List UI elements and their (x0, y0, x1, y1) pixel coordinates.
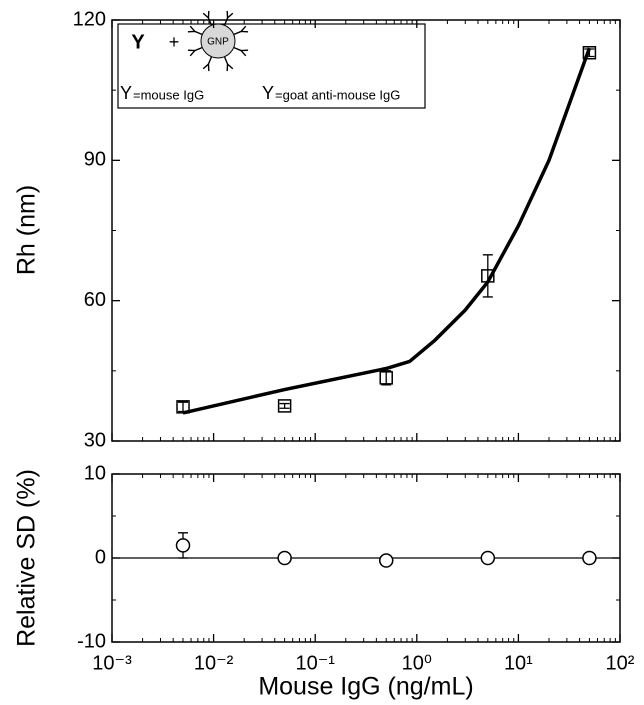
antibody-arm (227, 12, 234, 19)
data-point (277, 399, 292, 413)
error-bar (178, 401, 189, 413)
gnp-particle (200, 23, 236, 59)
inset: Y + GNP Y =mouse IgG Y =goat anti-mouse … (117, 10, 426, 109)
antibody-arm (189, 25, 196, 32)
antibody-stem (223, 17, 229, 26)
x-axis-label: Mouse IgG (ng/mL) (258, 673, 473, 701)
legend-symbol: Y (262, 83, 274, 103)
y-axis-label: Relative SD (%) (13, 469, 41, 647)
x-tick-label: 10⁻² (194, 652, 234, 674)
data-point (481, 269, 495, 283)
data-point (582, 45, 597, 60)
y-tick-label: -10 (77, 630, 106, 652)
y-tick-label: 90 (84, 149, 106, 171)
antibody-stem (194, 46, 203, 52)
x-tick-label: 10⁰ (402, 652, 432, 674)
error-bar (584, 48, 595, 58)
antibody-arm (202, 63, 209, 70)
y-tick-label: 10 (84, 462, 106, 484)
x-tick-label: 10⁻³ (92, 652, 132, 674)
y-tick-label: 120 (73, 8, 106, 30)
antibody-stem (207, 17, 213, 26)
antibody-arm (202, 12, 209, 19)
plus-sign: + (169, 32, 180, 52)
error-bar (482, 254, 493, 298)
data-point (175, 538, 191, 553)
error-bar (381, 370, 392, 386)
gnp-drawing (187, 10, 249, 72)
antibody-stem (223, 56, 229, 65)
y-axis-label: Rh (nm) (13, 185, 41, 275)
antibody-arm (240, 25, 247, 32)
legend-symbol: Y (120, 83, 132, 103)
gnp-label: GNP (207, 37, 229, 48)
antibody-arm (227, 63, 234, 70)
antibody-stem (233, 30, 242, 36)
data-point (176, 400, 190, 414)
x-tick-label: 10² (606, 652, 635, 674)
antibody-stem (207, 56, 213, 65)
y-tick-label: 60 (84, 289, 106, 311)
antibody-symbol: Y (131, 31, 145, 53)
data-point (582, 550, 597, 566)
x-tick-label: 10⁻¹ (295, 652, 335, 674)
data-point (480, 550, 496, 566)
antibody-arm (240, 50, 247, 57)
antibody-stem (233, 46, 242, 52)
legend-label: =goat anti-mouse IgG (275, 87, 400, 102)
data-point (378, 553, 394, 568)
error-bar (279, 402, 290, 409)
fit-line (182, 47, 592, 415)
antibody-arm (189, 50, 196, 57)
y-tick-label: 30 (84, 429, 106, 451)
x-tick-label: 10¹ (504, 652, 533, 674)
antibody-stem (194, 30, 203, 36)
inset-box (117, 23, 426, 109)
data-point (379, 371, 393, 385)
y-tick-label: 0 (95, 546, 106, 568)
data-point (277, 550, 292, 566)
legend-label: =mouse IgG (133, 87, 204, 102)
